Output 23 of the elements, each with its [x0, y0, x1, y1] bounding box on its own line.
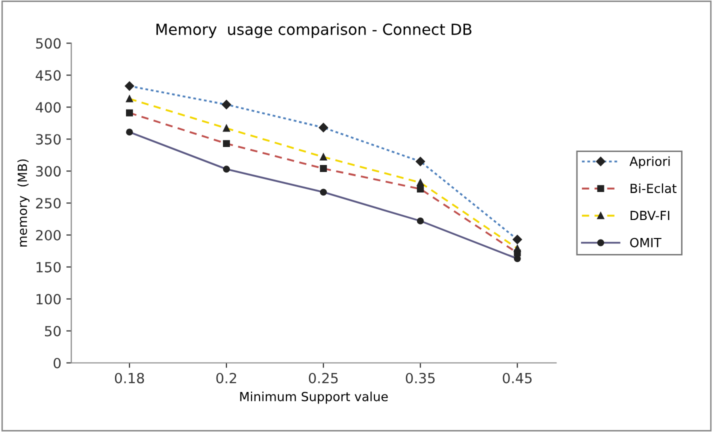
chart-title: Memory usage comparison - Connect DB: [156, 23, 472, 38]
y-tick-label: 150: [36, 262, 61, 272]
y-tick-label: 200: [36, 230, 61, 240]
y-tick-label: 450: [36, 70, 61, 81]
y-tick-label: 500: [36, 38, 61, 49]
legend-label: OMIT: [630, 238, 662, 248]
x-tick-label: 0.25: [308, 372, 338, 384]
y-tick-label: 250: [36, 198, 61, 209]
x-axis-title: Minimum Support value: [240, 392, 388, 404]
y-axis-title: memory (MB): [17, 159, 30, 247]
y-tick-label: 100: [36, 294, 61, 304]
legend-label: DBV-FI: [630, 210, 670, 220]
x-tick-label: 0.45: [502, 372, 532, 384]
legend-label: Apriori: [630, 156, 670, 168]
y-tick-label: 50: [44, 326, 61, 336]
x-tick-label: 0.2: [216, 372, 236, 384]
x-tick-label: 0.18: [114, 372, 144, 384]
legend-label: Bi-Eclat: [630, 183, 676, 194]
y-tick-label: 350: [36, 134, 61, 145]
y-tick-label: 400: [36, 102, 61, 113]
x-tick-label: 0.35: [406, 372, 435, 384]
y-tick-label: 0: [54, 358, 61, 368]
y-tick-label: 300: [36, 166, 61, 177]
